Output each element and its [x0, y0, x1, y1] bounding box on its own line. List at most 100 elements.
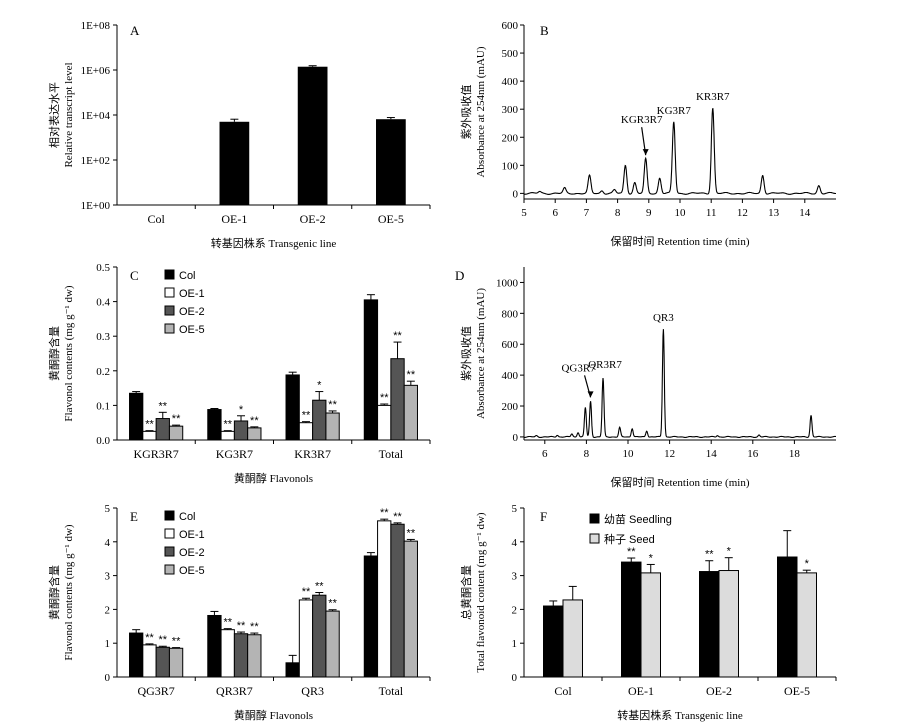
legend-swatch — [164, 305, 175, 316]
significance-mark: ** — [223, 617, 232, 629]
y-axis-label-cn: 总黄酮含量 — [459, 565, 473, 620]
x-tick-label: Total — [379, 684, 404, 698]
chromatogram-trace — [524, 107, 836, 195]
legend-label: Col — [179, 511, 196, 523]
peak-annotation: QG3R7 — [561, 362, 596, 374]
x-tick-label: 13 — [768, 207, 780, 219]
y-tick-label: 1000 — [496, 277, 519, 289]
significance-mark: ** — [237, 620, 246, 632]
y-tick-label: 1E+00 — [81, 200, 111, 212]
bar — [363, 299, 379, 441]
significance-mark: ** — [250, 415, 259, 427]
bar — [363, 555, 379, 678]
bar — [718, 570, 739, 678]
significance-mark: * — [317, 380, 322, 392]
x-tick-label: QR3R7 — [216, 684, 253, 698]
legend-swatch — [164, 546, 175, 557]
significance-mark: ** — [158, 400, 167, 412]
x-axis-label: 黄酮醇 Flavonols — [234, 708, 313, 722]
significance-mark: ** — [407, 527, 416, 539]
bar — [699, 571, 720, 678]
x-tick-label: OE-2 — [300, 212, 326, 226]
y-tick-label: 3 — [105, 571, 111, 583]
chromatogram-trace — [523, 329, 836, 438]
y-axis-label-cn: 黄酮醇含量 — [47, 565, 61, 620]
x-tick-label: 14 — [706, 448, 718, 460]
bar — [298, 599, 314, 678]
significance-mark: ** — [145, 632, 154, 644]
x-tick-label: 18 — [789, 448, 801, 460]
significance-mark: ** — [705, 549, 714, 561]
y-axis-label: Flavonol contents (mg g⁻¹ dw) — [63, 524, 75, 661]
y-tick-label: 300 — [502, 104, 519, 116]
bar — [377, 520, 392, 678]
bar — [168, 647, 184, 678]
y-axis-label-cn: 紫外吸收值 — [459, 85, 473, 140]
bar — [155, 646, 170, 678]
y-axis-label: Flavonol contents (mg g⁻¹ dw) — [63, 285, 75, 422]
significance-mark: * — [727, 546, 732, 558]
y-tick-label: 600 — [502, 20, 519, 32]
panel-label: B — [540, 23, 549, 38]
y-tick-label: 400 — [502, 370, 519, 382]
x-tick-label: 6 — [542, 448, 548, 460]
x-tick-label: KR3R7 — [294, 447, 331, 461]
significance-mark: ** — [380, 392, 389, 404]
y-axis-label: Total flavonoid content (mg g⁻¹ dw) — [475, 512, 487, 672]
panel-label: F — [540, 509, 547, 524]
bar — [233, 420, 249, 441]
bar — [543, 605, 564, 678]
legend-label: OE-1 — [179, 529, 205, 541]
arrow-head — [587, 391, 594, 398]
panel-label: A — [130, 23, 140, 38]
x-tick-label: Total — [379, 447, 404, 461]
y-tick-label: 0.1 — [96, 400, 110, 412]
legend-swatch — [589, 513, 600, 524]
y-tick-label: 3 — [512, 571, 518, 583]
legend-label: 种子 Seed — [604, 532, 655, 546]
significance-mark: ** — [302, 586, 311, 598]
x-axis-label: 转基因株系 Transgenic line — [617, 708, 743, 722]
bar — [777, 556, 798, 678]
significance-mark: ** — [145, 419, 154, 431]
significance-mark: ** — [328, 399, 337, 411]
y-tick-label: 5 — [512, 503, 518, 515]
x-tick-label: 10 — [623, 448, 635, 460]
y-tick-label: 4 — [105, 537, 111, 549]
significance-mark: ** — [315, 581, 324, 593]
y-tick-label: 4 — [512, 537, 518, 549]
significance-mark: ** — [250, 621, 259, 633]
peak-annotation: QR3 — [653, 312, 674, 324]
bar — [233, 633, 249, 678]
significance-mark: ** — [328, 598, 337, 610]
bar — [220, 430, 235, 441]
peak-annotation: KGR3R7 — [621, 114, 663, 126]
peak-annotation: QR3R7 — [588, 359, 622, 371]
panel-label: D — [455, 268, 464, 283]
bar — [403, 540, 418, 678]
bar — [621, 561, 642, 678]
x-tick-label: KGR3R7 — [133, 447, 178, 461]
legend-label: OE-2 — [179, 547, 205, 559]
significance-mark: ** — [393, 511, 402, 523]
significance-mark: * — [239, 404, 244, 416]
peak-annotation: KR3R7 — [696, 91, 730, 103]
y-axis-label: Absorbance at 254nm (mAU) — [475, 46, 487, 177]
legend-swatch — [164, 323, 175, 334]
x-axis-label: 转基因株系 Transgenic line — [211, 236, 337, 250]
x-tick-label: 16 — [747, 448, 759, 460]
y-tick-label: 0 — [512, 672, 518, 684]
bar — [312, 399, 327, 441]
bar — [220, 629, 235, 678]
legend-swatch — [164, 564, 175, 575]
x-tick-label: OE-5 — [784, 684, 810, 698]
significance-mark: ** — [407, 369, 416, 381]
significance-mark: ** — [172, 636, 181, 648]
y-tick-label: 0.3 — [96, 331, 110, 343]
significance-mark: ** — [302, 410, 311, 422]
y-tick-label: 200 — [502, 401, 519, 413]
y-axis-label-cn: 紫外吸收值 — [459, 326, 473, 381]
y-tick-label: 0.4 — [96, 297, 110, 309]
significance-mark: ** — [393, 330, 402, 342]
legend-swatch — [589, 533, 600, 544]
